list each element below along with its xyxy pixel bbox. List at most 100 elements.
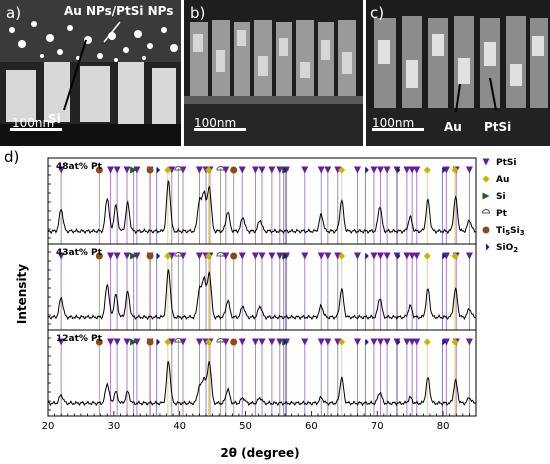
reference-marker <box>317 252 325 260</box>
reference-marker <box>238 166 246 174</box>
reference-marker <box>168 166 176 174</box>
reference-marker <box>423 338 431 346</box>
reference-marker <box>383 252 391 260</box>
reference-marker <box>205 166 213 174</box>
reference-marker <box>317 338 325 346</box>
annotation-au-ptsi-nps: Au NPs/PtSi NPs <box>64 4 174 18</box>
legend-marker <box>482 226 490 234</box>
reference-marker <box>283 166 288 174</box>
legend-marker <box>482 158 490 166</box>
scale-bar-c <box>372 128 424 131</box>
reference-marker <box>338 252 346 260</box>
scale-text-b: 100nm <box>194 116 237 130</box>
reference-marker <box>268 252 276 260</box>
reference-marker <box>156 338 161 346</box>
reference-marker <box>324 338 332 346</box>
legend-entry: PtSi <box>496 158 516 168</box>
reference-marker <box>442 252 450 260</box>
reference-marker <box>95 338 103 346</box>
xrd-subplot: 48at% Pt <box>47 157 477 245</box>
reference-marker <box>396 252 401 260</box>
reference-marker <box>442 166 450 174</box>
reference-marker <box>216 338 225 343</box>
annotation-ptsi: PtSi <box>484 120 512 134</box>
xrd-pattern <box>47 269 476 321</box>
reference-marker <box>156 166 161 174</box>
legend: PtSi Au Si Pt Ti5Si3 SiO2 <box>481 158 525 254</box>
legend-entry: Au <box>496 175 509 185</box>
reference-marker <box>353 166 361 174</box>
tem-image-a <box>0 0 181 146</box>
reference-marker <box>174 166 183 171</box>
reference-marker <box>164 338 172 346</box>
reference-marker <box>465 166 473 174</box>
reference-marker <box>283 252 288 260</box>
reference-marker <box>442 166 446 174</box>
x-tick-label: 30 <box>107 421 120 432</box>
legend-entry: Pt <box>496 209 508 219</box>
reference-marker <box>146 252 154 260</box>
x-tick-label: 70 <box>371 421 384 432</box>
reference-marker <box>403 338 411 346</box>
reference-marker <box>377 252 385 260</box>
reference-marker <box>113 166 121 174</box>
reference-marker <box>107 338 115 346</box>
reference-marker <box>230 252 238 260</box>
reference-marker <box>423 166 431 174</box>
reference-marker <box>377 166 385 174</box>
reference-marker <box>365 166 369 174</box>
reference-marker <box>324 166 332 174</box>
reference-marker <box>113 252 121 260</box>
reference-marker <box>174 338 183 343</box>
reference-marker <box>216 166 225 171</box>
reference-marker <box>442 252 446 260</box>
reference-marker <box>370 166 378 174</box>
reference-marker <box>334 166 342 174</box>
x-tick-label: 50 <box>239 421 252 432</box>
reference-marker <box>283 338 288 346</box>
tem-image-b <box>184 0 363 146</box>
reference-marker <box>168 338 176 346</box>
reference-marker <box>396 338 401 346</box>
tem-panel-a: a) Au NPs/PtSi NPs Si 100nm <box>0 0 181 146</box>
legend-marker <box>482 192 490 200</box>
reference-marker <box>205 252 213 260</box>
x-tick-label: 60 <box>305 421 318 432</box>
reference-marker <box>156 252 161 260</box>
reference-marker <box>174 252 183 257</box>
reference-marker <box>195 252 203 260</box>
reference-marker <box>230 338 238 346</box>
reference-marker <box>383 166 391 174</box>
reference-marker <box>95 252 103 260</box>
reference-marker <box>130 252 138 260</box>
reference-marker <box>442 338 446 346</box>
reference-marker <box>301 252 309 260</box>
scale-text-a: 100nm <box>12 116 55 130</box>
reference-marker <box>334 252 342 260</box>
reference-marker <box>413 252 421 260</box>
reference-marker <box>230 166 238 174</box>
x-tick-label: 20 <box>42 421 55 432</box>
reference-marker <box>146 166 154 174</box>
y-axis-title: Intensity <box>15 264 29 324</box>
reference-marker <box>238 338 246 346</box>
reference-marker <box>268 166 276 174</box>
reference-marker <box>276 252 284 260</box>
reference-marker <box>168 252 176 260</box>
reference-marker <box>413 166 421 174</box>
reference-marker <box>205 338 213 346</box>
reference-marker <box>324 252 332 260</box>
reference-marker <box>268 338 276 346</box>
panel-label-a: a) <box>6 4 22 22</box>
reference-marker <box>195 338 203 346</box>
tem-image-c <box>366 0 550 146</box>
reference-marker <box>258 252 266 260</box>
legend-marker <box>481 209 491 214</box>
reference-marker <box>251 166 259 174</box>
reference-marker <box>465 338 473 346</box>
reference-marker <box>123 252 131 260</box>
reference-marker <box>353 252 361 260</box>
scale-text-c: 100nm <box>372 116 415 130</box>
reference-marker <box>251 252 259 260</box>
